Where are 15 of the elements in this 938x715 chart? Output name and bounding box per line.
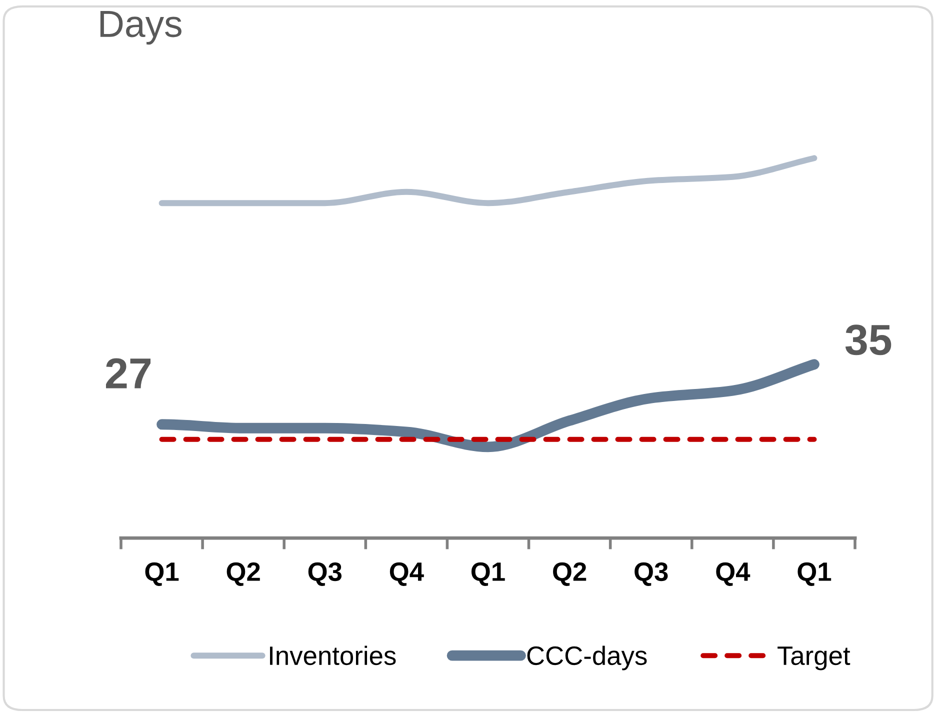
x-tick-label: Q1 [145, 562, 179, 586]
legend-label: CCC-days [527, 646, 647, 670]
legend-label: Inventories [270, 646, 396, 666]
x-tick-label: Q2 [226, 562, 260, 586]
y-axis-title: Days [100, 11, 182, 45]
x-tick-label: Q1 [798, 562, 832, 586]
x-tick-label: Q3 [634, 562, 668, 586]
x-tick-label: Q1 [471, 562, 505, 586]
x-tick-label: Q3 [308, 562, 342, 586]
x-tick-label: Q2 [553, 562, 586, 586]
data-label: 35 [845, 324, 892, 356]
x-tick-label: Q4 [390, 562, 424, 586]
x-tick-label: Q4 [716, 562, 750, 586]
legend-label: Target [778, 646, 850, 670]
data-label: 27 [106, 358, 150, 388]
